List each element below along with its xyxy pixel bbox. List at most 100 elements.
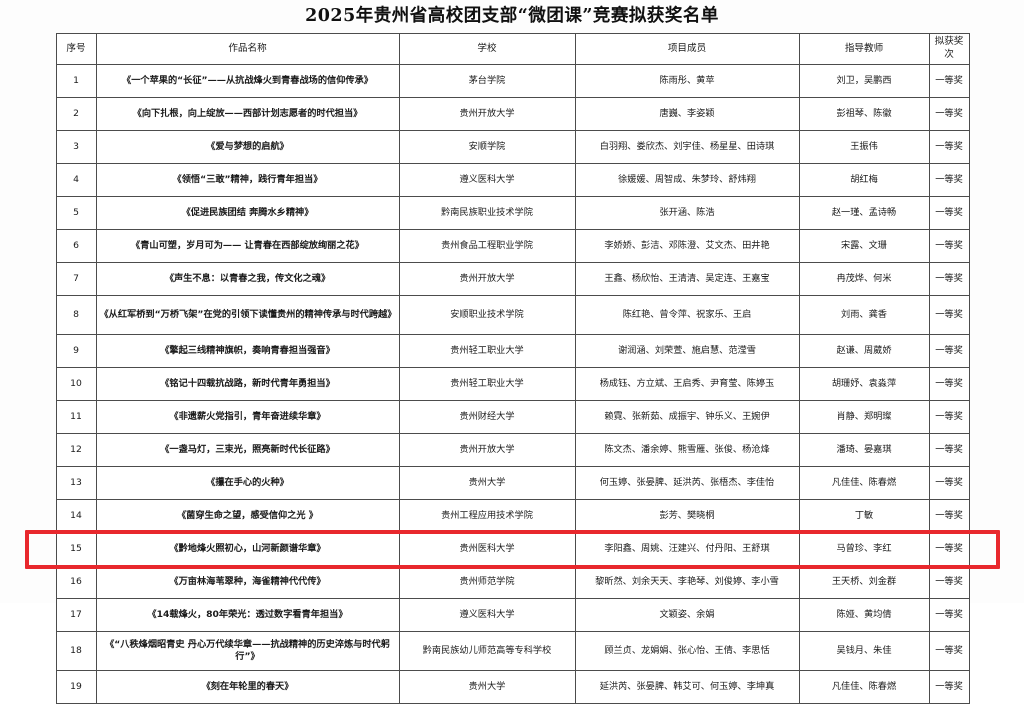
cell-teacher: 王振伟: [798, 130, 930, 164]
cell-work-title: 《一个苹果的“长征”——从抗战烽火到青春战场的信仰传承》: [95, 64, 400, 98]
cell-index: 2: [55, 97, 97, 131]
cell-index: 12: [55, 433, 97, 467]
cell-members: 白羽翔、娄欣杰、刘宇佳、杨星星、田诗琪: [574, 130, 800, 164]
cell-members: 徐媛媛、周智成、朱梦玲、舒炜翔: [574, 163, 800, 197]
cell-work-title: 《黔地烽火照初心，山河新颜谱华章》: [95, 532, 400, 566]
table-row[interactable]: 1 《一个苹果的“长征”——从抗战烽火到青春战场的信仰传承》 茅台学院 陈雨彤、黄苹刘…: [55, 64, 970, 98]
cell-work-title: 《菌穿生命之望，感受信仰之光 》: [95, 499, 400, 533]
cell-award: 一等奖: [928, 670, 970, 704]
cell-school: 安顺学院: [398, 130, 576, 164]
column-header-index: 序号: [55, 33, 97, 65]
table-row[interactable]: 6 《青山可塑，岁月可为—— 让青春在西部绽放绚丽之花》 贵州食品工程职业学院 李娇娇…: [55, 229, 970, 263]
cell-award: 一等奖: [928, 400, 970, 434]
cell-work-title: 《攥在手心的火种》: [95, 466, 400, 500]
column-header-award: 拟获奖次: [928, 33, 970, 65]
cell-members: 陈雨彤、黄苹: [574, 64, 800, 98]
table-row[interactable]: 13 《攥在手心的火种》 贵州大学 何玉婷、张晏脾、延洪芮、张梧杰、李佳怡 凡佳佳、陈春…: [55, 466, 970, 500]
cell-work-title: 《爱与梦想的启航》: [95, 130, 400, 164]
cell-school: 黔南民族职业技术学院: [398, 196, 576, 230]
cell-school: 遵义医科大学: [398, 163, 576, 197]
table-row[interactable]: 19 《刻在年轮里的春天》 贵州大学 延洪芮、张晏脾、韩艾可、何玉婷、李坤真 凡佳佳、陈…: [55, 670, 970, 704]
table-row[interactable]: 18 《“八秩烽烟昭青史 丹心万代续华章——抗战精神的历史淬炼与时代躬行”》 黔南民…: [55, 631, 970, 671]
table-row[interactable]: 5 《促进民族团结 奔腾水乡精神》 黔南民族职业技术学院 张开涵、陈浩 赵一瑾、孟诗畅一…: [55, 196, 970, 230]
cell-work-title: 《领悟“三敢”精神，践行青年担当》: [95, 163, 400, 197]
cell-index: 6: [55, 229, 97, 263]
cell-index: 13: [55, 466, 97, 500]
cell-teacher: 凡佳佳、陈春燃: [798, 466, 930, 500]
cell-work-title: 《促进民族团结 奔腾水乡精神》: [95, 196, 400, 230]
cell-members: 杨成钰、方立斌、王启秀、尹育莹、陈婷玉: [574, 367, 800, 401]
cell-members: 何玉婷、张晏脾、延洪芮、张梧杰、李佳怡: [574, 466, 800, 500]
cell-school: 贵州医科大学: [398, 532, 576, 566]
table-row[interactable]: 11 《非遗薪火党指引，青年奋进续华章》 贵州财经大学 赖霓、张新茹、成振宇、钟乐义、…: [55, 400, 970, 434]
award-table: 序号 作品名称 学校 项目成员 指导教师 拟获奖次 1 《一个苹果的“长征”——从…: [55, 33, 970, 704]
cell-award: 一等奖: [928, 598, 970, 632]
cell-teacher: 冉茂烨、何米: [798, 262, 930, 296]
cell-award: 一等奖: [928, 196, 970, 230]
cell-teacher: 吴钱月、朱佳: [798, 631, 930, 671]
cell-teacher: 潘琦、晏嘉琪: [798, 433, 930, 467]
cell-school: 贵州财经大学: [398, 400, 576, 434]
cell-school: 遵义医科大学: [398, 598, 576, 632]
cell-index: 17: [55, 598, 97, 632]
cell-teacher: 宋露、文珊: [798, 229, 930, 263]
table-row[interactable]: 8 《从红军桥到“万桥飞架”在党的引领下读懂贵州的精神传承与时代跨越》 安顺职业技术…: [55, 295, 970, 335]
cell-members: 赖霓、张新茹、成振宇、钟乐义、王婉伊: [574, 400, 800, 434]
table-row[interactable]: 7 《声生不息：以青春之我，传文化之魂》 贵州开放大学 王鑫、杨欣怡、王清清、吴定连、…: [55, 262, 970, 296]
column-header-school: 学校: [398, 33, 576, 65]
cell-work-title: 《擎起三线精神旗帜，奏响青春担当强音》: [95, 334, 400, 368]
cell-members: 陈红艳、曾令萍、祝家乐、王启: [574, 295, 800, 335]
cell-members: 唐巍、李姿颖: [574, 97, 800, 131]
cell-school: 贵州食品工程职业学院: [398, 229, 576, 263]
cell-teacher: 胡珊妤、袁淼萍: [798, 367, 930, 401]
cell-work-title: 《向下扎根，向上绽放——西部计划志愿者的时代担当》: [95, 97, 400, 131]
cell-index: 5: [55, 196, 97, 230]
cell-work-title: 《铭记十四载抗战路，新时代青年勇担当》: [95, 367, 400, 401]
table-row[interactable]: 17 《14载烽火，80年荣光：透过数字看青年担当》 遵义医科大学 文颖姿、余娟 陈娅、…: [55, 598, 970, 632]
cell-school: 茅台学院: [398, 64, 576, 98]
cell-index: 19: [55, 670, 97, 704]
cell-index: 11: [55, 400, 97, 434]
cell-members: 李娇娇、彭洁、邓陈澄、艾文杰、田井艳: [574, 229, 800, 263]
cell-school: 贵州开放大学: [398, 262, 576, 296]
cell-members: 黎昕然、刘余天天、李艳琴、刘俊婷、李小雪: [574, 565, 800, 599]
table-row[interactable]: 3 《爱与梦想的启航》 安顺学院 白羽翔、娄欣杰、刘宇佳、杨星星、田诗琪 王振伟 一等奖: [55, 130, 970, 164]
cell-award: 一等奖: [928, 262, 970, 296]
table-row[interactable]: 15 《黔地烽火照初心，山河新颜谱华章》 贵州医科大学 李阳鑫、周姚、汪建兴、付丹阳、…: [55, 532, 970, 566]
cell-index: 15: [55, 532, 97, 566]
table-row[interactable]: 4 《领悟“三敢”精神，践行青年担当》 遵义医科大学 徐媛媛、周智成、朱梦玲、舒炜翔胡…: [55, 163, 970, 197]
cell-teacher: 赵一瑾、孟诗畅: [798, 196, 930, 230]
table-row[interactable]: 10 《铭记十四载抗战路，新时代青年勇担当》 贵州轻工职业大学 杨成钰、方立斌、王启秀…: [55, 367, 970, 401]
cell-index: 16: [55, 565, 97, 599]
table-row[interactable]: 2 《向下扎根，向上绽放——西部计划志愿者的时代担当》 贵州开放大学 唐巍、李姿颖 彭祖…: [55, 97, 970, 131]
document-page: 2025年贵州省高校团支部“微团课”竞赛拟获奖名单 序号 作品名称 学校 项目成…: [25, 6, 1000, 704]
cell-work-title: 《青山可塑，岁月可为—— 让青春在西部绽放绚丽之花》: [95, 229, 400, 263]
cell-teacher: 丁敏: [798, 499, 930, 533]
table-body: 1 《一个苹果的“长征”——从抗战烽火到青春战场的信仰传承》 茅台学院 陈雨彤、黄苹刘…: [55, 64, 970, 704]
cell-teacher: 王天桥、刘金群: [798, 565, 930, 599]
cell-teacher: 凡佳佳、陈春燃: [798, 670, 930, 704]
table-row[interactable]: 16 《万亩林海苇翠种，海雀精神代代传》 贵州师范学院 黎昕然、刘余天天、李艳琴、刘俊…: [55, 565, 970, 599]
cell-teacher: 马曾珍、李红: [798, 532, 930, 566]
column-header-teacher: 指导教师: [798, 33, 930, 65]
cell-award: 一等奖: [928, 433, 970, 467]
cell-work-title: 《一盏马灯，三束光，照亮新时代长征路》: [95, 433, 400, 467]
cell-award: 一等奖: [928, 367, 970, 401]
table-row[interactable]: 9 《擎起三线精神旗帜，奏响青春担当强音》 贵州轻工职业大学 谢润涵、刘荣萱、施启慧、…: [55, 334, 970, 368]
cell-teacher: 肖静、郑明璨: [798, 400, 930, 434]
cell-school: 贵州工程应用技术学院: [398, 499, 576, 533]
column-header-members: 项目成员: [574, 33, 800, 65]
award-table-wrapper: 序号 作品名称 学校 项目成员 指导教师 拟获奖次 1 《一个苹果的“长征”——从…: [25, 33, 1000, 704]
cell-members: 文颖姿、余娟: [574, 598, 800, 632]
table-header-row: 序号 作品名称 学校 项目成员 指导教师 拟获奖次: [55, 33, 970, 65]
cell-index: 1: [55, 64, 97, 98]
cell-award: 一等奖: [928, 229, 970, 263]
cell-members: 张开涵、陈浩: [574, 196, 800, 230]
cell-index: 3: [55, 130, 97, 164]
table-row[interactable]: 12 《一盏马灯，三束光，照亮新时代长征路》 贵州开放大学 陈文杰、潘余婷、熊雪雁、张…: [55, 433, 970, 467]
cell-members: 李阳鑫、周姚、汪建兴、付丹阳、王舒琪: [574, 532, 800, 566]
table-row[interactable]: 14 《菌穿生命之望，感受信仰之光 》贵州工程应用技术学院 彭芳、樊晓桐 丁敏 一等奖: [55, 499, 970, 533]
page-title: 2025年贵州省高校团支部“微团课”竞赛拟获奖名单: [305, 6, 719, 26]
cell-award: 一等奖: [928, 130, 970, 164]
cell-teacher: 胡红梅: [798, 163, 930, 197]
